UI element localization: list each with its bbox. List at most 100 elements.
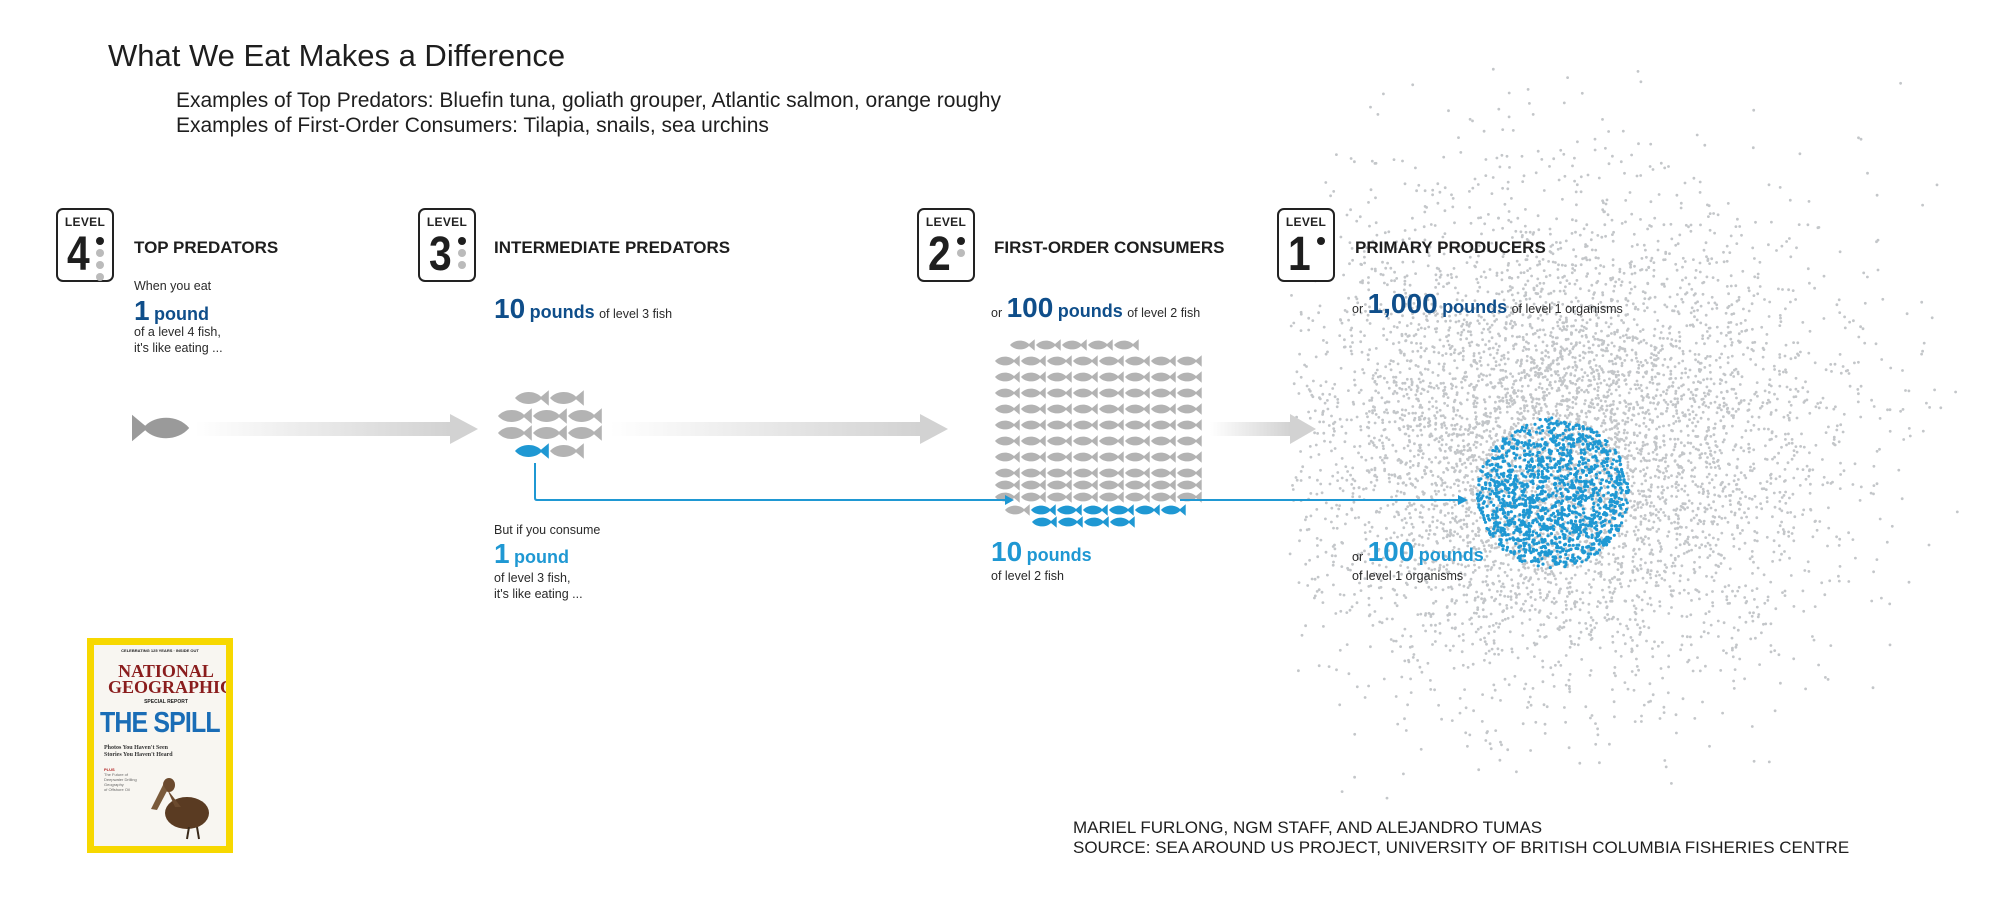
organism-dot — [1702, 280, 1706, 284]
organism-dot — [1689, 223, 1693, 227]
organism-dot — [1552, 157, 1556, 161]
organism-dot — [1549, 232, 1552, 236]
organism-dot — [1466, 457, 1469, 461]
organism-dot — [1706, 489, 1710, 493]
organism-dot — [1782, 494, 1786, 497]
organism-dot — [1789, 300, 1792, 304]
organism-dot — [1326, 350, 1329, 354]
organism-dot — [1602, 395, 1606, 399]
organism-dot — [1531, 429, 1535, 433]
organism-dot — [1536, 247, 1539, 251]
organism-dot — [1570, 308, 1574, 311]
organism-dot — [1340, 321, 1344, 325]
organism-dot — [1340, 476, 1344, 480]
organism-dot — [1688, 349, 1692, 353]
organism-dot — [1445, 335, 1448, 339]
organism-dot — [1412, 653, 1416, 656]
organism-dot — [1516, 275, 1520, 279]
organism-dot — [1456, 484, 1460, 487]
organism-dot — [1790, 438, 1794, 441]
organism-dot — [1674, 262, 1678, 266]
organism-dot — [1382, 677, 1386, 681]
organism-dot — [1505, 410, 1509, 414]
organism-dot — [1455, 521, 1459, 524]
organism-dot — [1543, 732, 1547, 735]
organism-dot — [1454, 313, 1458, 317]
organism-dot — [1668, 252, 1671, 256]
organism-dot — [1677, 483, 1680, 487]
organism-dot — [1445, 426, 1448, 430]
organism-dot — [1521, 349, 1525, 352]
organism-dot — [1530, 604, 1534, 608]
organism-dot — [1601, 342, 1605, 346]
organism-dot — [1471, 186, 1475, 190]
organism-dot — [1438, 447, 1442, 450]
organism-dot — [1492, 563, 1496, 567]
organism-dot — [1744, 495, 1747, 499]
organism-dot — [1364, 487, 1368, 490]
organism-dot — [1571, 400, 1575, 404]
organism-dot — [1611, 258, 1615, 262]
organism-dot — [1467, 341, 1471, 345]
organism-dot — [1764, 444, 1767, 448]
organism-dot — [1602, 265, 1606, 269]
organism-dot — [1935, 183, 1939, 187]
organism-dot — [1579, 287, 1582, 291]
organism-dot — [1470, 498, 1474, 502]
organism-dot — [1921, 349, 1924, 353]
organism-dot — [1634, 525, 1638, 529]
organism-dot — [1538, 635, 1542, 638]
organism-dot — [1784, 501, 1788, 505]
organism-dot — [1549, 245, 1553, 248]
organism-dot — [1406, 505, 1410, 508]
organism-dot — [1465, 375, 1468, 379]
organism-dot — [1406, 444, 1410, 448]
organism-dot — [1780, 244, 1784, 248]
organism-dot — [1652, 504, 1656, 508]
organism-dot — [1496, 348, 1500, 352]
organism-dot — [1671, 403, 1675, 407]
organism-dot — [1626, 313, 1630, 316]
organism-dot — [1396, 410, 1399, 414]
organism-dot — [1374, 413, 1378, 416]
organism-dot — [1443, 401, 1446, 405]
organism-dot — [1814, 405, 1818, 409]
organism-dot — [1578, 414, 1581, 418]
organism-dot — [1821, 396, 1825, 400]
organism-dot — [1516, 417, 1520, 421]
organism-dot — [1374, 347, 1378, 350]
organism-dot — [1813, 605, 1817, 608]
organism-dot — [1661, 282, 1664, 286]
organism-dot — [1527, 341, 1530, 345]
organism-dot — [1722, 438, 1726, 442]
organism-dot — [1832, 442, 1836, 446]
organism-dot — [1608, 579, 1611, 582]
organism-dot — [1532, 231, 1536, 234]
organism-dot — [1674, 304, 1677, 308]
organism-dot — [1571, 164, 1574, 168]
organism-dot — [1627, 443, 1631, 447]
organism-dot — [1416, 434, 1419, 438]
organism-dot — [1888, 643, 1892, 647]
organism-dot — [1434, 427, 1437, 431]
organism-dot — [1752, 611, 1755, 615]
organism-dot — [1571, 218, 1574, 222]
organism-dot — [1375, 368, 1379, 372]
organism-dot — [1479, 364, 1483, 367]
organism-dot — [1331, 563, 1335, 567]
organism-dot — [1503, 429, 1507, 432]
organism-dot — [1411, 260, 1415, 264]
organism-dot — [1647, 452, 1651, 455]
organism-dot — [1747, 442, 1751, 446]
organism-dot — [1733, 668, 1737, 671]
organism-dot — [1397, 341, 1401, 344]
organism-dot — [1676, 242, 1680, 246]
organism-dot — [1520, 358, 1523, 362]
organism-dot — [1476, 595, 1480, 599]
organism-dot — [1831, 480, 1834, 484]
organism-dot — [1659, 507, 1663, 511]
organism-dot — [1448, 314, 1451, 318]
organism-dot — [1409, 691, 1413, 694]
organism-dot — [1656, 382, 1659, 386]
organism-dot — [1557, 660, 1561, 664]
